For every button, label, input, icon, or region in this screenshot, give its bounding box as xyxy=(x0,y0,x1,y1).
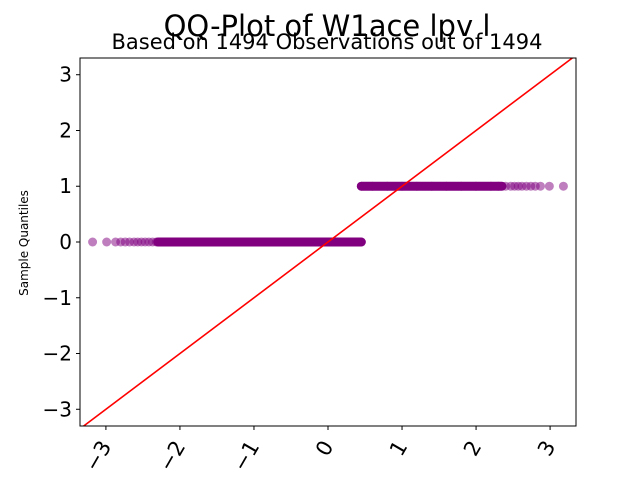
y-tick-label: −1 xyxy=(43,286,72,310)
y-tick-label: −2 xyxy=(43,342,72,366)
y-tick-label: 1 xyxy=(59,174,72,198)
y-tick-label: 2 xyxy=(59,118,72,142)
y-tick-label: −3 xyxy=(43,397,72,421)
data-point xyxy=(558,181,568,191)
chart-subtitle: Based on 1494 Observations out of 1494 xyxy=(111,30,542,54)
data-points xyxy=(88,181,568,247)
reference-line xyxy=(82,58,574,426)
y-axis-ticks: −3 −2 −1 0 1 2 3 xyxy=(43,63,80,421)
x-tick-label: −3 xyxy=(80,437,116,476)
data-point xyxy=(535,181,545,191)
reference-line-layer xyxy=(82,58,574,426)
x-tick-label: 1 xyxy=(385,437,412,461)
x-tick-label: 2 xyxy=(459,437,486,461)
chart-title: QQ-Plot of W1ace lpv l xyxy=(164,9,491,43)
x-tick-label: 0 xyxy=(311,437,338,461)
x-tick-label: −2 xyxy=(154,437,190,476)
data-point xyxy=(88,237,98,247)
data-point xyxy=(102,237,112,247)
y-axis-label: Sample Quantiles xyxy=(17,190,31,296)
y-tick-label: 3 xyxy=(59,63,72,87)
data-point xyxy=(544,181,554,191)
x-tick-label: 3 xyxy=(533,437,560,461)
x-axis-ticks: −3 −2 −1 0 1 2 3 xyxy=(80,426,560,475)
x-tick-label: −1 xyxy=(228,437,264,476)
y-tick-label: 0 xyxy=(59,230,72,254)
